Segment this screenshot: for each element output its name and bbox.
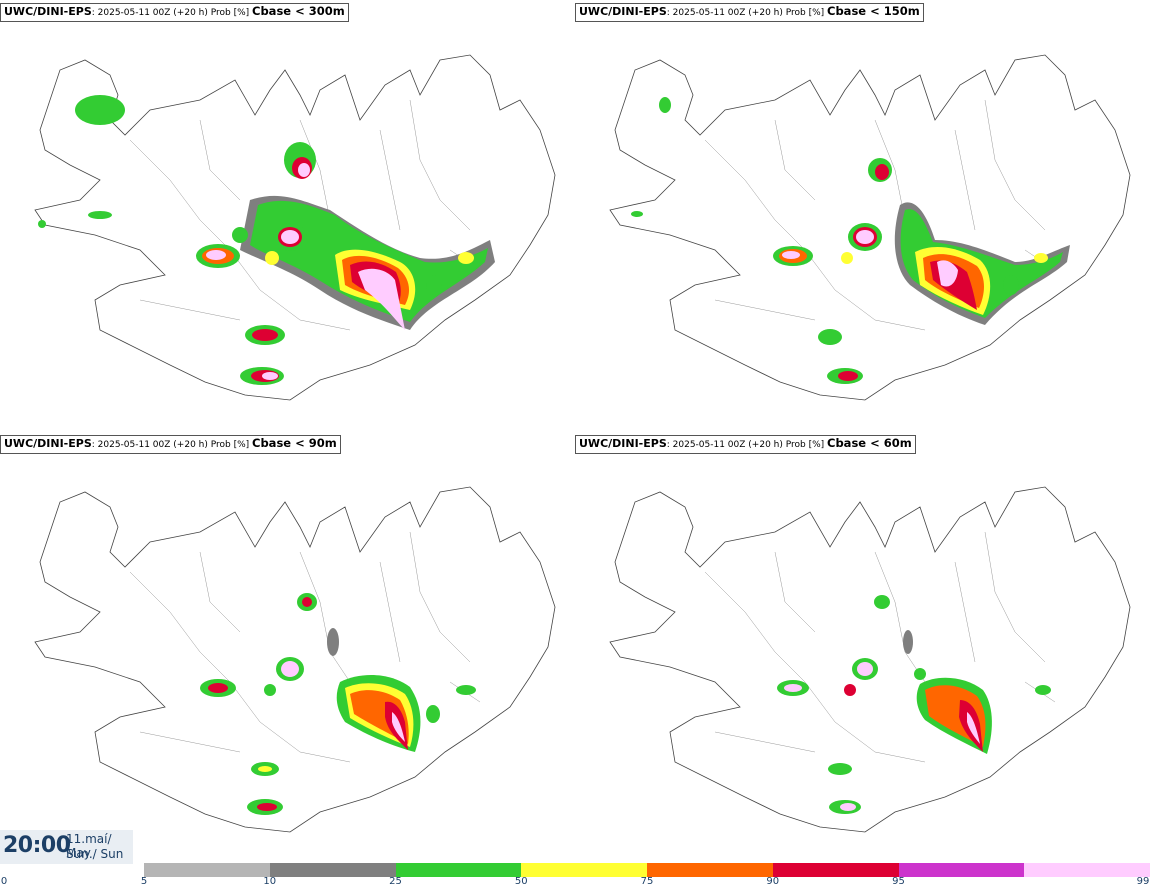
scale-tick-label: 0 [0, 876, 8, 887]
panel-title: UWC/DINI-EPS: 2025-05-11 00Z (+20 h) Pro… [575, 3, 924, 22]
model-name: UWC/DINI-EPS [579, 437, 667, 450]
model-name: UWC/DINI-EPS [4, 5, 92, 18]
map-panel-cbase-300: UWC/DINI-EPS: 2025-05-11 00Z (+20 h) Pro… [0, 0, 575, 432]
parameter-label: Cbase < 300m [252, 4, 345, 18]
prob-field [777, 595, 1051, 814]
panel-title: UWC/DINI-EPS: 2025-05-11 00Z (+20 h) Pro… [575, 435, 916, 454]
valid-time-box: 20:00 11.maí/ May Sun./ Sun [0, 830, 133, 864]
map-panel-cbase-60: UWC/DINI-EPS: 2025-05-11 00Z (+20 h) Pro… [575, 432, 1150, 864]
valid-day: Sun./ Sun [66, 847, 124, 861]
parameter-label: Cbase < 150m [827, 4, 920, 18]
prob-field [631, 97, 1070, 384]
panel-title: UWC/DINI-EPS: 2025-05-11 00Z (+20 h) Pro… [0, 435, 341, 454]
scale-segment [898, 863, 1025, 877]
parameter-label: Cbase < 90m [252, 436, 337, 450]
iceland-map [609, 486, 1131, 833]
scale-segment [395, 863, 522, 877]
iceland-map [609, 54, 1131, 401]
scale-tick-label: 90 [766, 876, 780, 887]
run-info: : 2025-05-11 00Z (+20 h) Prob [%] [91, 8, 253, 18]
scale-segment [144, 863, 270, 877]
scale-tick-label: 50 [514, 876, 528, 887]
color-scale-ticks: 0 5 10 25 50 75 90 95 99 [0, 876, 1150, 890]
scale-tick-label: 10 [263, 876, 277, 887]
model-name: UWC/DINI-EPS [4, 437, 92, 450]
scale-segment [521, 863, 647, 877]
run-info: : 2025-05-11 00Z (+20 h) Prob [%] [91, 440, 253, 450]
iceland-map [34, 54, 556, 401]
run-info: : 2025-05-11 00Z (+20 h) Prob [%] [666, 8, 828, 18]
scale-segment [269, 863, 396, 877]
scale-segment [772, 863, 899, 877]
scale-tick-label: 25 [389, 876, 402, 887]
iceland-map [34, 486, 556, 833]
color-scale [144, 863, 1150, 877]
prob-field [38, 95, 495, 385]
scale-tick-label: 99 [1136, 876, 1150, 887]
scale-tick-label: 95 [892, 876, 905, 887]
map-panel-cbase-150: UWC/DINI-EPS: 2025-05-11 00Z (+20 h) Pro… [575, 0, 1150, 432]
scale-segment [1024, 863, 1150, 877]
prob-field [200, 593, 476, 815]
model-name: UWC/DINI-EPS [579, 5, 667, 18]
scale-tick-label: 75 [640, 876, 654, 887]
panel-title: UWC/DINI-EPS: 2025-05-11 00Z (+20 h) Pro… [0, 3, 349, 22]
valid-date: 11.maí/ May [66, 832, 112, 860]
run-info: : 2025-05-11 00Z (+20 h) Prob [%] [666, 440, 828, 450]
parameter-label: Cbase < 60m [827, 436, 912, 450]
map-panel-cbase-90: UWC/DINI-EPS: 2025-05-11 00Z (+20 h) Pro… [0, 432, 575, 864]
scale-tick-label: 5 [140, 876, 148, 887]
scale-segment [647, 863, 773, 877]
valid-time: 20:00 [3, 833, 71, 858]
